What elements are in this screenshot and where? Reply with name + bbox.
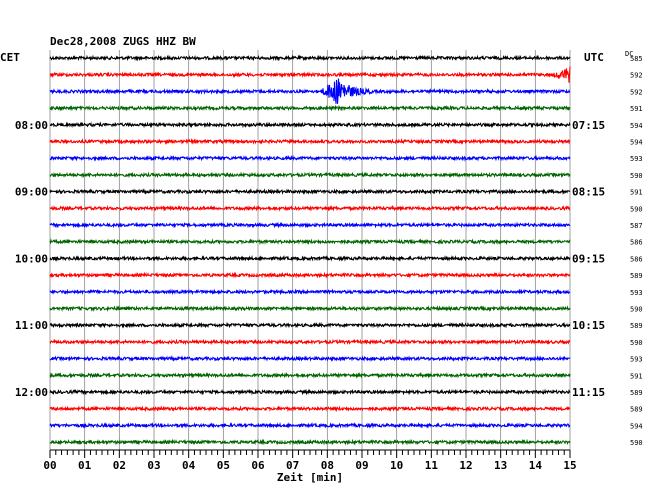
trace-row-11 (49, 238, 571, 246)
x-tick-label-13: 13 (494, 459, 507, 472)
trace-row-12 (49, 254, 571, 262)
x-tick-label-03: 03 (147, 459, 160, 472)
dc-value-1: 592 (630, 72, 643, 80)
x-tick-label-12: 12 (459, 459, 472, 472)
trace-row-21 (49, 405, 571, 413)
x-tick-label-15: 15 (563, 459, 576, 472)
x-axis: 00 01 02 03 04 05 06 07 08 09 10 11 12 13 14 15 (43, 449, 577, 472)
dc-value-12: 586 (630, 255, 643, 263)
dc-value-6: 593 (630, 155, 643, 163)
dc-value-5: 594 (630, 139, 643, 147)
x-tick-label-07: 07 (286, 459, 299, 472)
trace-row-9 (49, 204, 571, 212)
x-axis-label: Zeit [min] (277, 471, 343, 484)
utc-axis-label: UTC (584, 51, 604, 64)
dc-value-17: 590 (630, 339, 643, 347)
dc-value-20: 589 (630, 389, 643, 397)
trace-row-1 (49, 66, 571, 83)
dc-label: DC (625, 50, 633, 58)
trace-row-3 (49, 104, 571, 112)
utc-time-label-20: 11:15 (572, 386, 605, 399)
trace-row-23 (49, 438, 571, 446)
trace-row-2 (49, 78, 571, 104)
minute-grid (49, 50, 571, 450)
x-tick-label-08: 08 (321, 459, 334, 472)
cet-axis-label: CET (0, 51, 20, 64)
cet-time-label-12: 10:00 (15, 252, 48, 265)
dc-value-3: 591 (630, 105, 643, 113)
utc-time-label-4: 07:15 (572, 119, 605, 132)
dc-value-19: 591 (630, 372, 643, 380)
utc-time-label-8: 08:15 (572, 186, 605, 199)
trace-row-16 (49, 321, 571, 329)
trace-row-17 (49, 338, 571, 346)
trace-row-19 (49, 371, 571, 379)
trace-row-5 (49, 137, 571, 145)
cet-time-label-16: 11:00 (15, 319, 48, 332)
trace-row-6 (49, 154, 571, 162)
dc-value-21: 589 (630, 406, 643, 414)
x-tick-label-10: 10 (390, 459, 403, 472)
dc-value-16: 589 (630, 322, 643, 330)
trace-row-8 (49, 188, 571, 195)
dc-value-7: 590 (630, 172, 643, 180)
trace-row-14 (49, 288, 571, 296)
trace-group (49, 54, 571, 446)
dc-value-2: 592 (630, 88, 643, 96)
dc-value-8: 591 (630, 189, 643, 197)
dc-value-22: 594 (630, 422, 643, 430)
trace-row-10 (49, 221, 571, 229)
utc-time-label-16: 10:15 (572, 319, 605, 332)
x-tick-label-04: 04 (182, 459, 196, 472)
x-tick-label-02: 02 (113, 459, 126, 472)
dc-value-10: 587 (630, 222, 643, 230)
dc-value-14: 593 (630, 289, 643, 297)
trace-row-18 (49, 355, 571, 362)
utc-time-label-12: 09:15 (572, 252, 605, 265)
dc-value-18: 593 (630, 356, 643, 364)
x-tick-label-09: 09 (355, 459, 368, 472)
x-tick-label-14: 14 (529, 459, 543, 472)
dc-value-9: 590 (630, 205, 643, 213)
trace-row-15 (49, 305, 571, 312)
dc-value-13: 589 (630, 272, 643, 280)
x-tick-label-11: 11 (425, 459, 439, 472)
row-labels: 585 592 592 591 594 08:00 07:15 594 593 590 591 09:… (15, 55, 643, 447)
dc-value-0: 585 (630, 55, 643, 63)
cet-time-label-4: 08:00 (15, 119, 48, 132)
trace-row-7 (49, 171, 571, 179)
trace-row-22 (49, 421, 571, 429)
dc-value-11: 586 (630, 239, 643, 247)
cet-time-label-20: 12:00 (15, 386, 48, 399)
dc-value-15: 590 (630, 306, 643, 314)
x-tick-label-01: 01 (78, 459, 92, 472)
x-tick-label-06: 06 (251, 459, 265, 472)
chart-title: Dec28,2008 ZUGS HHZ BW (50, 35, 196, 48)
x-tick-label-05: 05 (217, 459, 230, 472)
trace-row-13 (49, 271, 571, 279)
dc-value-23: 590 (630, 439, 643, 447)
trace-row-4 (49, 121, 571, 129)
cet-time-label-8: 09:00 (15, 186, 48, 199)
dc-value-4: 594 (630, 122, 643, 130)
x-tick-label-00: 00 (43, 459, 56, 472)
trace-row-0 (49, 54, 571, 62)
trace-row-20 (49, 388, 571, 396)
